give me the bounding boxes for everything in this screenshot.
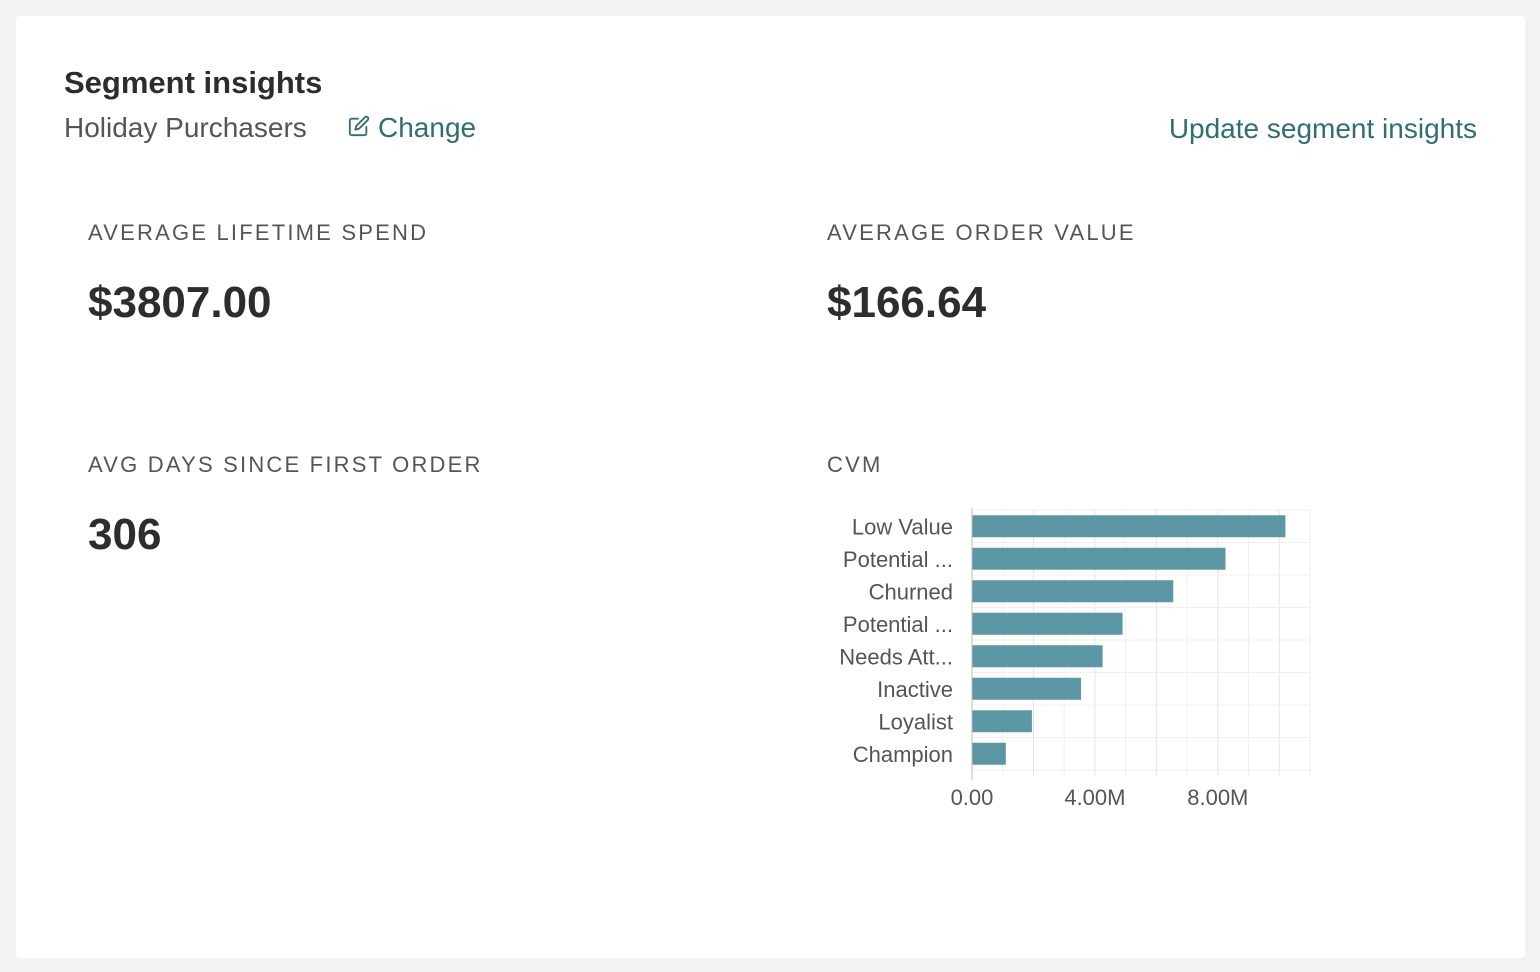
bar-6 bbox=[972, 710, 1032, 733]
avg-order-value-value: $166.64 bbox=[827, 278, 987, 327]
segment-name: Holiday Purchasers bbox=[64, 112, 307, 143]
change-segment-link[interactable]: Change bbox=[348, 112, 476, 144]
category-label: Loyalist bbox=[878, 709, 953, 734]
bar-2 bbox=[972, 580, 1174, 603]
update-segment-insights-link[interactable]: Update segment insights bbox=[1168, 113, 1477, 144]
avg-lifetime-spend-label: AVERAGE LIFETIME SPEND bbox=[88, 220, 429, 245]
category-label: Churned bbox=[869, 579, 953, 604]
bar-5 bbox=[972, 677, 1082, 700]
x-tick-label: 0.00 bbox=[951, 785, 994, 810]
cvm-bar-chart: Low Value Potential ... Churned Potential .… bbox=[839, 508, 1311, 810]
avg-days-since-first-order-value: 306 bbox=[88, 510, 162, 559]
bar-4 bbox=[972, 645, 1103, 668]
category-label: Potential ... bbox=[843, 547, 953, 572]
category-label: Potential ... bbox=[843, 612, 953, 637]
avg-order-value-label: AVERAGE ORDER VALUE bbox=[827, 220, 1136, 245]
segment-insights-card: Segment insights Holiday Purchasers Chan… bbox=[16, 16, 1525, 958]
avg-lifetime-spend-value: $3807.00 bbox=[88, 278, 272, 327]
edit-icon bbox=[348, 112, 370, 144]
x-tick-label: 4.00M bbox=[1064, 785, 1125, 810]
bar-7 bbox=[972, 742, 1006, 765]
cvm-label: CVM bbox=[827, 452, 883, 477]
bar-1 bbox=[972, 547, 1226, 570]
bar-0 bbox=[972, 515, 1286, 538]
card-title: Segment insights bbox=[64, 65, 323, 100]
category-label: Champion bbox=[853, 742, 953, 767]
avg-days-since-first-order-label: AVG DAYS SINCE FIRST ORDER bbox=[88, 452, 483, 477]
category-label: Needs Att... bbox=[839, 644, 953, 669]
category-label: Low Value bbox=[852, 514, 953, 539]
category-label: Inactive bbox=[877, 677, 953, 702]
bar-3 bbox=[972, 612, 1123, 635]
x-tick-label: 8.00M bbox=[1187, 785, 1248, 810]
change-label: Change bbox=[378, 112, 477, 143]
